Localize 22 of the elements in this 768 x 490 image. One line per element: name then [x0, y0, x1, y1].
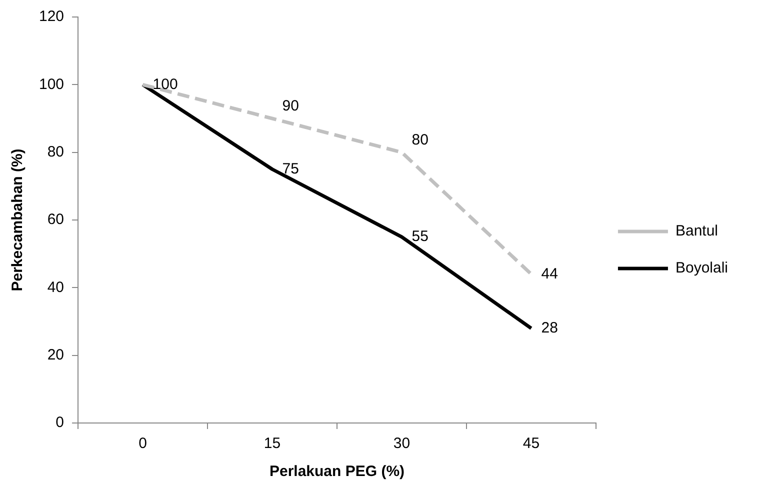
data-label: 28	[541, 319, 558, 336]
data-label: 80	[412, 131, 428, 148]
y-tick-label: 80	[47, 143, 64, 160]
y-tick-label: 40	[47, 278, 64, 296]
y-tick-label: 120	[38, 8, 64, 26]
y-tick-label: 20	[47, 346, 64, 364]
data-label: 44	[541, 265, 558, 282]
y-axis-title: Perkecambahan (%)	[9, 148, 26, 292]
y-tick-label: 100	[38, 76, 64, 93]
data-label: 75	[282, 160, 299, 178]
data-label: 90	[282, 98, 299, 115]
legend-label: Boyolali	[675, 260, 728, 277]
data-label: 55	[412, 228, 428, 246]
data-label: 100	[152, 76, 178, 93]
x-axis-title: Perlakuan PEG (%)	[269, 463, 405, 480]
y-tick-label: 60	[47, 211, 64, 228]
x-tick-label: 0	[138, 435, 147, 452]
x-tick-label: 15	[264, 435, 281, 452]
legend-label: Bantul	[675, 222, 718, 240]
x-tick-label: 45	[522, 435, 540, 452]
x-tick-label: 30	[393, 435, 410, 452]
y-tick-label: 0	[56, 414, 64, 432]
